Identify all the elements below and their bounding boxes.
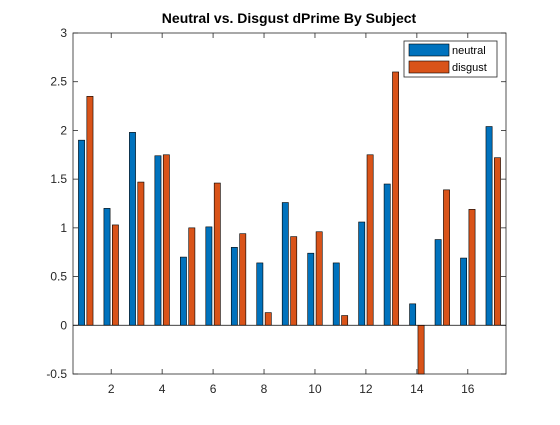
bar-disgust [290, 236, 298, 326]
bar-neutral [332, 262, 340, 326]
legend-swatch-neutral [408, 43, 450, 57]
bar-disgust [315, 231, 323, 326]
x-tick-label: 8 [261, 382, 268, 396]
bar-disgust [112, 224, 119, 326]
bar-disgust [188, 227, 196, 326]
bar-neutral [358, 221, 366, 326]
bar-disgust [417, 324, 425, 375]
x-tick-label: 12 [359, 382, 373, 396]
y-tick-label: 2 [60, 123, 67, 137]
bar-neutral [383, 183, 391, 326]
x-tick-label: 16 [461, 382, 475, 396]
x-tick-label: 4 [159, 382, 166, 396]
bar-disgust [443, 189, 450, 326]
bar-neutral [180, 256, 187, 326]
y-tick-label: 1.5 [50, 172, 67, 186]
bar-disgust [264, 312, 272, 326]
y-tick-label: 1 [60, 221, 67, 235]
y-tick-label: 2.5 [50, 75, 67, 89]
bar-neutral [256, 262, 264, 326]
bar-disgust [213, 182, 221, 326]
x-tick-label: 14 [410, 382, 424, 396]
bar-neutral [460, 257, 467, 326]
legend-label-neutral: neutral [452, 45, 486, 57]
bar-neutral [485, 126, 493, 326]
plot-area: -0.5 0 0.5 1 1.5 2 2.5 3 2 4 6 8 10 12 14 16 [46, 26, 507, 396]
x-tick-label: 2 [108, 382, 115, 396]
y-tick-label: 0.5 [50, 270, 67, 284]
bar-neutral [154, 155, 162, 326]
bar-neutral [129, 132, 136, 326]
chart-title: Neutral vs. Disgust dPrime By Subject [162, 10, 417, 26]
bar-disgust [366, 154, 374, 326]
bar-neutral [230, 247, 238, 326]
bar-neutral [409, 303, 417, 326]
y-tick-label: 0 [60, 318, 67, 332]
bar-disgust [162, 154, 170, 326]
bar-neutral [103, 208, 111, 326]
bar-neutral [307, 252, 315, 326]
bar-neutral [434, 239, 442, 326]
y-tick-label: 3 [60, 26, 67, 40]
bar-disgust [137, 181, 145, 326]
axes-box [72, 32, 507, 375]
bar-disgust [239, 233, 247, 326]
legend-swatch-disgust [408, 60, 450, 74]
x-tick-label: 10 [308, 382, 322, 396]
y-tick-label: -0.5 [46, 367, 67, 381]
legend-label-disgust: disgust [452, 62, 487, 74]
legend: neutral disgust [403, 40, 498, 78]
bar-neutral [281, 202, 289, 326]
bar-disgust [468, 209, 476, 326]
bar-neutral [205, 226, 213, 326]
bar-disgust [392, 71, 399, 326]
bar-disgust [341, 315, 349, 326]
x-tick-label: 6 [210, 382, 217, 396]
bar-neutral [78, 139, 85, 326]
bar-disgust [494, 157, 501, 326]
bar-disgust [86, 96, 94, 326]
